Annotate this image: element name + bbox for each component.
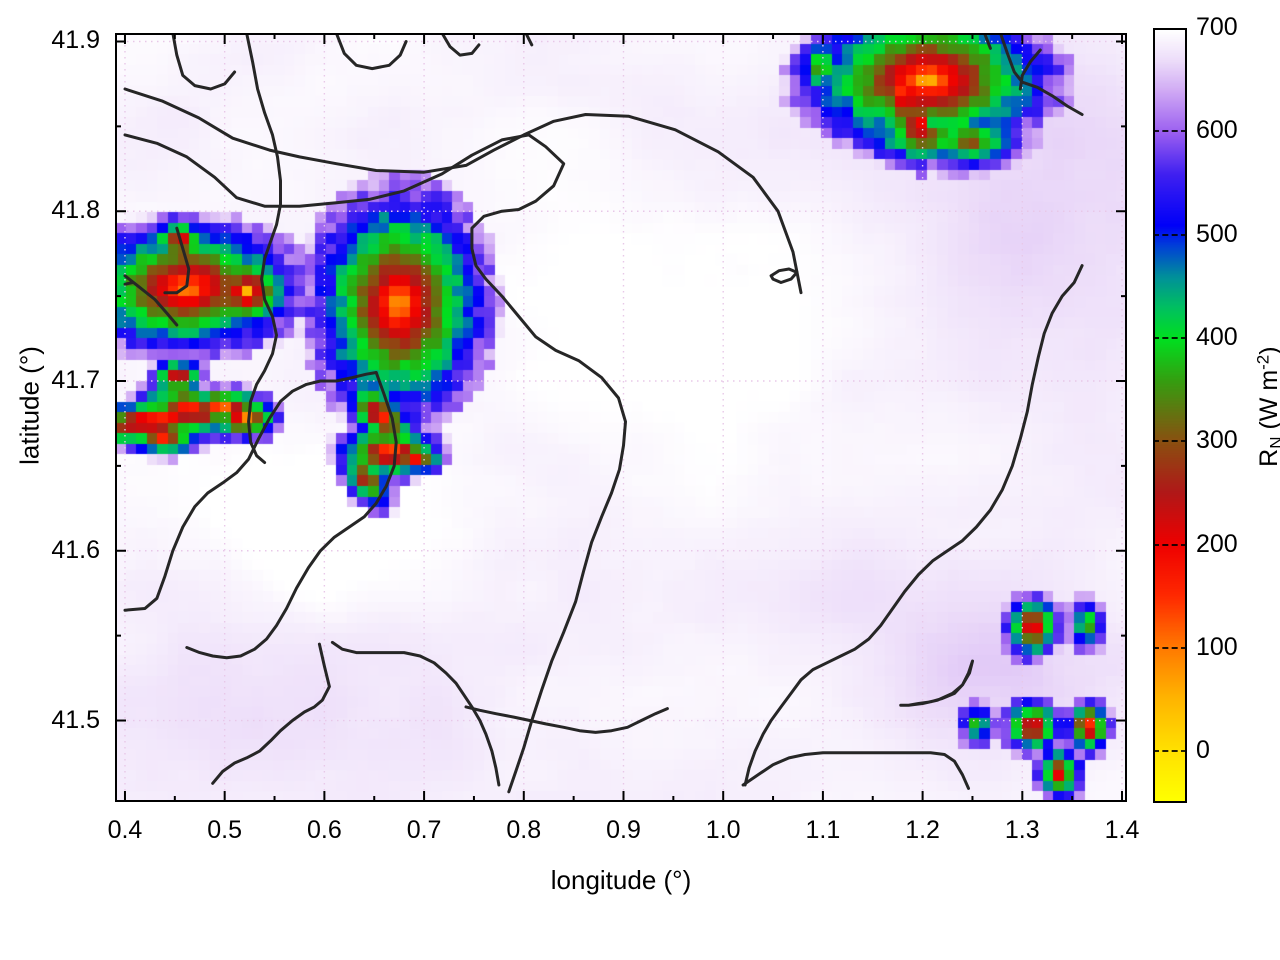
- x-tick-label: 0.8: [506, 816, 542, 844]
- colorbar-title-close: ): [1255, 346, 1280, 354]
- contour-line: [524, 33, 534, 47]
- y-tick-label: 41.6: [51, 535, 100, 564]
- y-tick-label: 41.7: [51, 366, 100, 394]
- contour-line: [171, 33, 237, 91]
- y-tick-label: 41.9: [51, 26, 100, 55]
- x-tick-label: 0.6: [306, 816, 342, 844]
- colorbar-tick-label: 400: [1196, 323, 1238, 351]
- colorbar-tick: [1153, 647, 1187, 649]
- x-tick-label: 0.9: [606, 816, 641, 844]
- colorbar-title-main: R: [1255, 449, 1280, 467]
- contour-line: [185, 371, 398, 660]
- contour-line: [123, 274, 179, 327]
- contour-line: [998, 33, 1084, 116]
- contour-line: [211, 642, 331, 785]
- contour-line: [123, 87, 803, 295]
- colorbar-title-sup: -2: [1253, 354, 1273, 370]
- contour-line: [899, 659, 974, 707]
- x-tick-label: 0.5: [207, 816, 243, 844]
- contour-line: [334, 33, 408, 71]
- contour-line: [741, 751, 970, 790]
- contour-line: [982, 33, 992, 50]
- contour-line: [440, 33, 481, 57]
- contour-line: [163, 226, 191, 295]
- contour-lines: [123, 33, 1084, 794]
- contour-line: [123, 281, 135, 286]
- colorbar-tick-label: 0: [1196, 736, 1210, 765]
- colorbar-tick-label: 500: [1196, 219, 1238, 248]
- colorbar-title-sub: N: [1267, 437, 1280, 449]
- x-tick-label: 0.7: [406, 816, 442, 844]
- colorbar-tick-label: 700: [1196, 13, 1238, 41]
- contour-line: [1018, 48, 1042, 91]
- colorbar-tick: [1153, 750, 1187, 753]
- x-tick-label: 1.2: [905, 816, 940, 844]
- x-tick-label: 1.4: [1104, 816, 1140, 844]
- y-axis-title: latitude (°): [14, 346, 45, 465]
- colorbar-tick-label: 600: [1196, 116, 1238, 145]
- colorbar-tick-label: 200: [1196, 529, 1238, 558]
- colorbar-gradient: [1155, 30, 1185, 801]
- x-tick-label: 1.3: [1004, 816, 1040, 844]
- colorbar-tick-label: 300: [1196, 426, 1238, 455]
- colorbar-tick: [1153, 233, 1187, 236]
- x-tick-label: 1.1: [805, 816, 841, 844]
- colorbar-title-unit: (W m: [1254, 370, 1280, 430]
- contour-line: [330, 640, 501, 787]
- contour-line: [743, 264, 1084, 787]
- y-tick-label: 41.5: [51, 705, 100, 734]
- colorbar-tick: [1153, 130, 1187, 133]
- x-axis-title: longitude (°): [550, 865, 692, 895]
- heatmap-plot-area: [115, 33, 1127, 802]
- contour-line: [769, 267, 799, 284]
- colorbar: [1153, 28, 1187, 803]
- gridlines: [115, 33, 1127, 802]
- contour-line: [245, 33, 282, 464]
- contour-line: [464, 705, 669, 734]
- heatmap-raster: [115, 33, 1127, 802]
- contour-line: [123, 371, 378, 612]
- contour-line: [123, 133, 627, 794]
- colorbar-tick: [1153, 543, 1187, 546]
- colorbar-title: RN (W m-2): [1253, 267, 1280, 547]
- colorbar-tick: [1153, 337, 1187, 339]
- x-tick-label: 1.0: [705, 816, 741, 844]
- x-tick-label: 0.4: [107, 816, 143, 844]
- colorbar-tick: [1153, 440, 1187, 443]
- colorbar-tick-label: 100: [1196, 633, 1238, 661]
- y-tick-label: 41.8: [51, 196, 100, 225]
